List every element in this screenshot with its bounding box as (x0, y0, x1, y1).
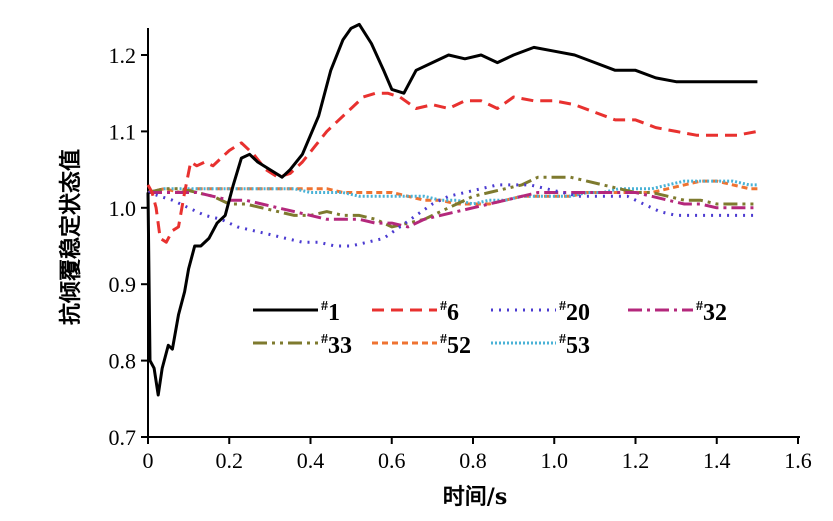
y-tick-label: 1.1 (109, 119, 137, 144)
legend-label: #1 (321, 299, 340, 326)
legend-label: #53 (559, 332, 590, 359)
legend-label: #20 (559, 299, 590, 326)
legend-label: #33 (321, 332, 352, 359)
series-line (147, 183, 758, 248)
x-tick-label: 0.8 (459, 448, 487, 473)
x-tick-label: 1.4 (703, 448, 731, 473)
x-tick-label: 0 (143, 448, 154, 473)
x-tick-label: 1.6 (784, 448, 812, 473)
y-tick-label: 1.0 (109, 196, 137, 221)
y-tick-label: 0.9 (109, 272, 137, 297)
axes: 0 0.2 0.4 0.6 0.8 1.0 1.2 1.4 1.6 0.7 0.8 0.9 1.0 1.1… (109, 28, 812, 473)
legend-label: #52 (440, 332, 471, 359)
x-tick-label: 0.4 (297, 448, 325, 473)
y-tick-label: 1.2 (109, 43, 137, 68)
y-axis-label: 抗倾覆稳定状态值 (58, 149, 84, 325)
series-line (148, 191, 758, 229)
y-tick-label: 0.7 (109, 425, 137, 450)
x-tick-label: 0.6 (378, 448, 406, 473)
series-layer (146, 22, 758, 397)
legend: #1 #6 #20 #32 #33 #52 #53 (253, 299, 727, 359)
x-tick-label: 0.2 (216, 448, 244, 473)
x-tick-label: 1.0 (541, 448, 569, 473)
legend-label: #6 (440, 299, 459, 326)
series-line (147, 175, 758, 229)
series-line (146, 91, 758, 244)
series-line (146, 22, 758, 397)
x-tick-label: 1.2 (622, 448, 650, 473)
legend-label: #32 (696, 299, 727, 326)
x-axis-label: 时间/s (443, 484, 507, 510)
y-tick-label: 0.8 (109, 349, 137, 374)
